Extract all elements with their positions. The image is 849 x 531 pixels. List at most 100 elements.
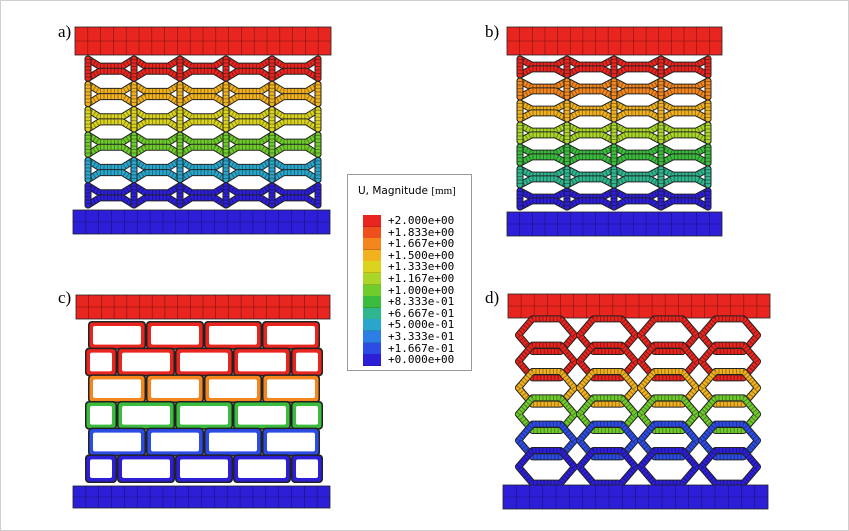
- legend-entry: +2.000e+00: [363, 214, 454, 227]
- legend-swatch: [363, 215, 381, 227]
- hex-cell: [576, 395, 639, 433]
- brick-void: [209, 432, 257, 452]
- brick-void: [209, 379, 257, 398]
- hex-cell-mesh: [637, 421, 700, 460]
- cell-strut-mesh: [86, 119, 320, 132]
- hex-cell-mesh: [515, 448, 578, 486]
- brick-void: [122, 406, 170, 425]
- brick-void: [151, 326, 199, 345]
- hex-cell-mesh: [576, 369, 639, 407]
- legend-value: +8.333e-01: [388, 295, 455, 309]
- hex-cell-mesh: [637, 342, 700, 381]
- legend-value: +0.000e+00: [388, 353, 455, 367]
- bottom-plate-b-mesh: [507, 212, 722, 236]
- cell-strut-mesh: [86, 56, 320, 69]
- top-plate-d-mesh: [508, 294, 770, 318]
- hex-cell: [637, 448, 700, 486]
- hex-cell: [637, 342, 700, 381]
- brick-void: [296, 406, 318, 425]
- brick-void: [90, 352, 112, 372]
- hex-cell-mesh: [515, 395, 578, 433]
- cell-strut: [85, 119, 321, 132]
- cell-strut-mesh: [86, 170, 320, 183]
- top-plate-b-mesh: [507, 27, 722, 55]
- hex-cell: [515, 421, 578, 460]
- legend-swatch: [363, 342, 381, 355]
- legend-entry: +3.333e-01: [363, 330, 454, 343]
- brick-void: [93, 432, 141, 452]
- hex-cell: [698, 316, 761, 354]
- legend-entry: +0.000e+00: [363, 353, 454, 367]
- top-plate-a: [74, 26, 332, 56]
- legend-swatch: [363, 226, 381, 239]
- legend-value: +1.500e+00: [388, 248, 455, 262]
- legend-unit: [mm]: [431, 185, 456, 197]
- hex-cell: [637, 421, 700, 460]
- cell-strut: [85, 56, 321, 69]
- hex-cell-mesh: [637, 369, 700, 407]
- panel-label-d: d): [485, 288, 500, 307]
- legend-title: U, Magnitude [mm]: [358, 185, 456, 197]
- hex-cell: [698, 342, 761, 381]
- legend-value: +1.000e+00: [388, 283, 455, 297]
- cell-strut: [85, 132, 321, 145]
- hex-cell-mesh: [515, 342, 578, 381]
- hex-cell: [637, 369, 700, 407]
- cell-strut-mesh: [86, 157, 320, 170]
- legend-entry: +5.000e-01: [363, 318, 454, 332]
- hex-cell: [515, 316, 578, 354]
- cell-strut-mesh: [86, 144, 320, 158]
- legend-entry: +6.667e-01: [363, 307, 454, 320]
- legend-value: +2.000e+00: [388, 214, 455, 227]
- panel-label-b: b): [485, 22, 500, 41]
- top-plate-d: [507, 293, 771, 319]
- hex-cell-mesh: [698, 448, 761, 486]
- hex-cell-mesh: [576, 395, 639, 433]
- hex-cell-mesh: [576, 316, 639, 354]
- legend-entry: +1.833e+00: [363, 226, 454, 239]
- legend-entry: +1.500e+00: [363, 249, 454, 262]
- legend-swatch: [363, 273, 381, 285]
- legend-entry: +1.000e+00: [363, 284, 454, 297]
- brick-void: [296, 459, 318, 478]
- bottom-plate-c: [72, 485, 331, 509]
- hex-cell-mesh: [698, 421, 761, 460]
- brick-void: [180, 406, 228, 425]
- hex-cell: [637, 395, 700, 433]
- cell-strut-mesh: [86, 182, 320, 196]
- hex-cell-mesh: [698, 395, 761, 433]
- hex-cell: [576, 316, 639, 354]
- legend-value: +1.833e+00: [388, 225, 455, 239]
- cell-strut-mesh: [86, 68, 320, 82]
- legend-value: +1.167e+00: [388, 272, 455, 285]
- bottom-plate-a: [72, 209, 331, 235]
- legend-entry: +1.667e-01: [363, 342, 454, 355]
- legend-swatch: [363, 238, 381, 251]
- legend-swatch: [363, 296, 381, 309]
- panel-label-c: c): [58, 288, 72, 307]
- legend-entry: +1.333e+00: [363, 260, 454, 274]
- brick-void: [93, 379, 141, 398]
- color-legend: U, Magnitude [mm] +2.000e+00 +1.833e+00 +1…: [347, 174, 472, 371]
- cell-strut-mesh: [86, 106, 320, 120]
- hex-cell: [576, 421, 639, 460]
- hex-cell: [576, 342, 639, 381]
- top-plate-c-mesh: [76, 295, 330, 319]
- hex-cell: [515, 448, 578, 486]
- hex-cell-mesh: [515, 316, 578, 354]
- legend-value: +1.333e+00: [388, 260, 455, 274]
- bottom-plate-c-mesh: [73, 486, 330, 508]
- hex-cell: [637, 316, 700, 354]
- panel-label-a: a): [58, 22, 72, 41]
- hex-cell: [698, 421, 761, 460]
- brick-void: [90, 406, 112, 425]
- legend-swatch: [363, 354, 381, 367]
- cell-strut: [85, 170, 321, 183]
- cell-strut: [85, 195, 321, 208]
- legend-swatch: [363, 331, 381, 343]
- cell-strut: [85, 183, 321, 196]
- hex-cell-mesh: [576, 448, 639, 486]
- brick-void: [180, 459, 228, 478]
- cell-strut: [85, 107, 321, 120]
- cell-strut: [85, 94, 321, 107]
